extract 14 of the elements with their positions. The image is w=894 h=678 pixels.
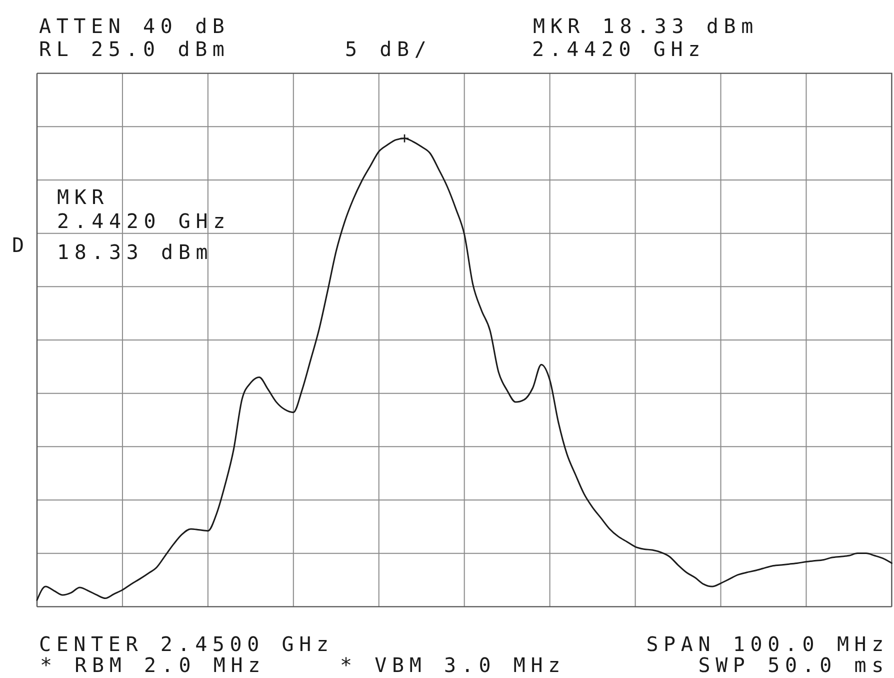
text: ATTEN 40 dB xyxy=(39,14,230,38)
text: SWP 50.0 ms xyxy=(698,653,889,677)
text: D xyxy=(12,233,30,257)
annotation: MKR xyxy=(57,185,110,209)
annotation: 2.4420 GHz xyxy=(57,209,230,233)
text: 5 dB/ xyxy=(345,37,432,61)
text: RL 25.0 dBm xyxy=(39,37,230,61)
text: * VBM 3.0 MHz xyxy=(340,653,566,677)
text: * RBM 2.0 MHz xyxy=(40,653,266,677)
text: CENTER 2.4500 GHz xyxy=(39,632,334,656)
text: MKR 18.33 dBm xyxy=(533,14,758,38)
text: SPAN 100.0 MHz xyxy=(646,632,889,656)
text: 2.4420 GHz xyxy=(532,37,706,61)
annotation: 18.33 dBm xyxy=(57,240,214,264)
